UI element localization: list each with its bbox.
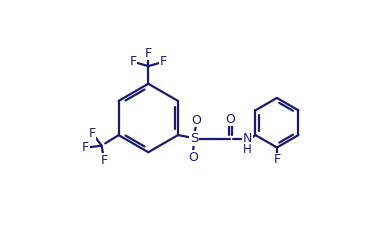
Text: F: F bbox=[273, 153, 280, 166]
Text: F: F bbox=[160, 55, 167, 68]
Text: O: O bbox=[225, 113, 235, 126]
Text: F: F bbox=[89, 127, 96, 140]
Text: H: H bbox=[243, 143, 252, 156]
Text: S: S bbox=[190, 132, 198, 145]
Text: F: F bbox=[82, 141, 89, 154]
Text: N: N bbox=[243, 132, 252, 145]
Text: F: F bbox=[129, 55, 136, 68]
Text: F: F bbox=[145, 46, 152, 60]
Text: F: F bbox=[100, 154, 108, 167]
Text: O: O bbox=[192, 114, 201, 127]
Text: O: O bbox=[188, 151, 198, 164]
